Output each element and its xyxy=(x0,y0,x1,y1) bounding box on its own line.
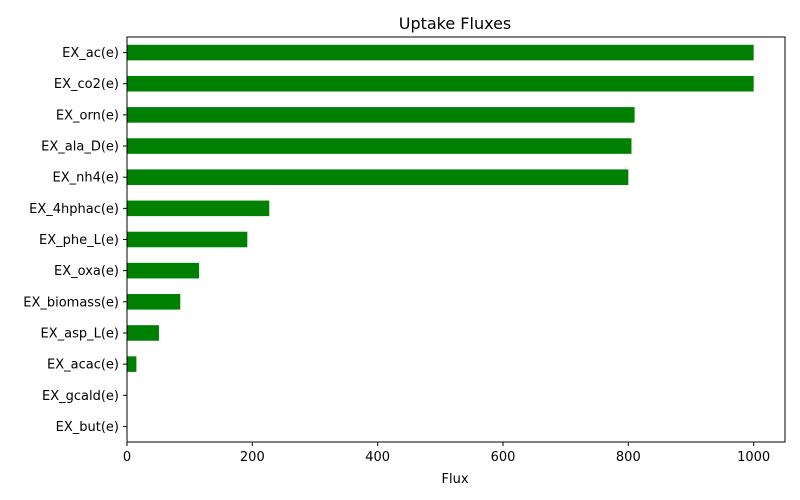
bar xyxy=(127,169,629,185)
y-tick-label: EX_orn(e) xyxy=(56,108,119,123)
bar xyxy=(127,231,248,248)
y-tick-label: EX_co2(e) xyxy=(54,77,119,92)
y-tick-label: EX_acac(e) xyxy=(47,358,119,373)
bar xyxy=(127,200,270,217)
bar xyxy=(127,44,754,61)
y-axis-ticks: EX_ac(e) EX_co2(e) EX_orn(e) EX_ala_D(e) EX_… xyxy=(23,46,127,435)
bar xyxy=(127,356,137,372)
y-tick-label: EX_oxa(e) xyxy=(54,264,119,279)
plot-frame xyxy=(126,36,786,443)
x-axis-label: Flux xyxy=(441,472,468,487)
x-tick-label: 800 xyxy=(616,450,641,465)
chart-title: Uptake Fluxes xyxy=(399,14,512,33)
x-tick-label: 1000 xyxy=(737,450,770,465)
bar xyxy=(127,75,754,92)
bar xyxy=(127,325,159,341)
y-tick-label: EX_phe_L(e) xyxy=(39,233,119,248)
y-tick-label: EX_but(e) xyxy=(56,420,119,435)
bar xyxy=(127,262,200,279)
bar xyxy=(127,294,181,310)
x-axis-ticks: 0 200 400 600 800 1000 xyxy=(123,442,770,465)
bars-group xyxy=(127,44,754,372)
y-tick-label: EX_ac(e) xyxy=(62,46,119,61)
y-tick-label: EX_ala_D(e) xyxy=(41,140,119,155)
bar xyxy=(127,138,632,154)
x-tick-label: 200 xyxy=(240,450,265,465)
y-tick-label: EX_nh4(e) xyxy=(52,171,119,186)
y-tick-label: EX_asp_L(e) xyxy=(41,326,120,341)
x-tick-label: 400 xyxy=(365,450,390,465)
x-tick-label: 600 xyxy=(491,450,516,465)
bar xyxy=(127,107,635,123)
y-tick-label: EX_4hphac(e) xyxy=(29,202,119,217)
y-tick-label: EX_gcald(e) xyxy=(42,389,119,404)
x-tick-label: 0 xyxy=(123,450,131,465)
y-tick-label: EX_biomass(e) xyxy=(23,295,119,310)
